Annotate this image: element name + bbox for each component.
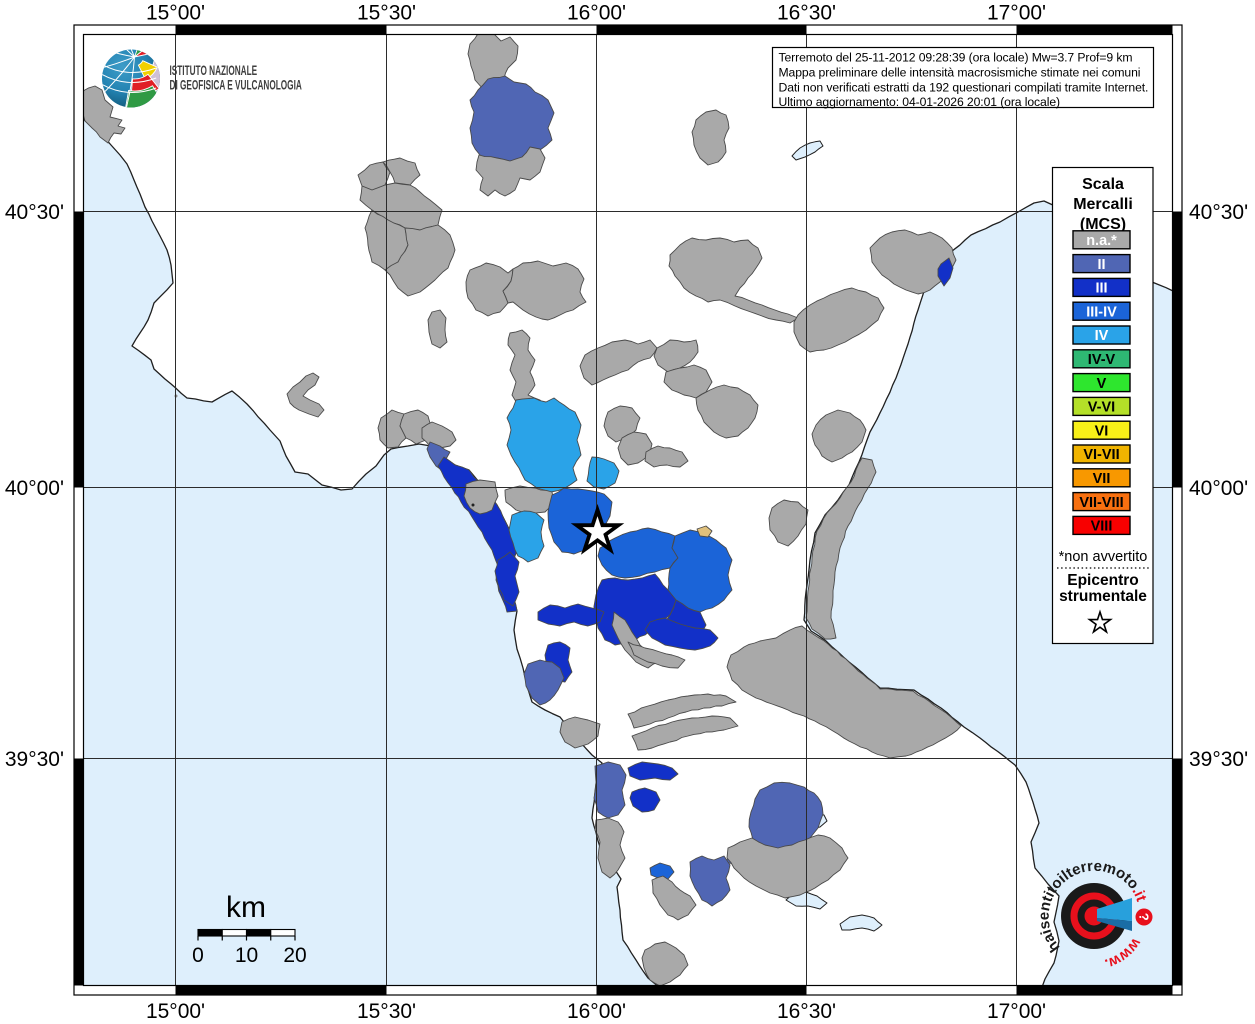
svg-text:Ultimo aggiornamento: 04-01-20: Ultimo aggiornamento: 04-01-2026 20:01 (… [779, 95, 1061, 109]
svg-text:IV-V: IV-V [1088, 352, 1116, 368]
svg-text:VI: VI [1095, 423, 1109, 439]
svg-text:Scala: Scala [1082, 176, 1124, 193]
svg-text:VII: VII [1093, 471, 1111, 487]
svg-text:Mercalli: Mercalli [1073, 196, 1133, 213]
svg-text:VI-VII: VI-VII [1083, 447, 1119, 463]
svg-text:39°30': 39°30' [5, 748, 64, 771]
svg-text:40°30': 40°30' [1189, 201, 1248, 224]
svg-text:16°30': 16°30' [777, 1000, 836, 1023]
svg-text:17°00': 17°00' [987, 1000, 1046, 1023]
svg-text:16°30': 16°30' [777, 2, 836, 25]
svg-text:IV: IV [1095, 328, 1109, 344]
svg-text:III-IV: III-IV [1086, 304, 1117, 320]
svg-text:DI GEOFISICA E VULCANOLOGIA: DI GEOFISICA E VULCANOLOGIA [170, 79, 302, 93]
svg-text:20: 20 [283, 944, 306, 967]
svg-text:15°00': 15°00' [146, 2, 205, 25]
svg-text:III: III [1095, 281, 1107, 297]
svg-text:V-VI: V-VI [1088, 400, 1115, 416]
svg-text:strumentale: strumentale [1059, 588, 1147, 605]
svg-text:Mappa preliminare delle intens: Mappa preliminare delle intensità macros… [779, 65, 1141, 79]
svg-text:VII-VIII: VII-VIII [1079, 495, 1123, 511]
svg-text:16°00': 16°00' [567, 2, 626, 25]
svg-text:15°00': 15°00' [146, 1000, 205, 1023]
svg-text:Dati non verificati estratti d: Dati non verificati estratti da 192 ques… [779, 80, 1149, 94]
svg-text:40°00': 40°00' [1189, 477, 1248, 500]
svg-text:km: km [226, 891, 266, 924]
svg-text:16°00': 16°00' [567, 1000, 626, 1023]
svg-text:10: 10 [235, 944, 258, 967]
svg-text:0: 0 [192, 944, 204, 967]
svg-text:V: V [1097, 376, 1107, 392]
svg-text:15°30': 15°30' [357, 1000, 416, 1023]
svg-text:*non avvertito: *non avvertito [1059, 549, 1148, 565]
svg-text:VIII: VIII [1091, 519, 1113, 535]
svg-text:40°30': 40°30' [5, 201, 64, 224]
svg-text:39°30': 39°30' [1189, 748, 1248, 771]
svg-text:II: II [1097, 257, 1105, 273]
svg-text:40°00': 40°00' [5, 477, 64, 500]
svg-text:ISTITUTO NAZIONALE: ISTITUTO NAZIONALE [170, 64, 258, 78]
svg-text:Terremoto del 25-11-2012 09:28: Terremoto del 25-11-2012 09:28:39 (ora l… [779, 51, 1133, 65]
svg-text:17°00': 17°00' [987, 2, 1046, 25]
svg-text:Epicentro: Epicentro [1067, 572, 1138, 589]
svg-text:?: ? [1136, 912, 1152, 921]
svg-text:n.a.*: n.a.* [1086, 233, 1117, 249]
svg-text:15°30': 15°30' [357, 2, 416, 25]
svg-text:(MCS): (MCS) [1080, 216, 1126, 233]
